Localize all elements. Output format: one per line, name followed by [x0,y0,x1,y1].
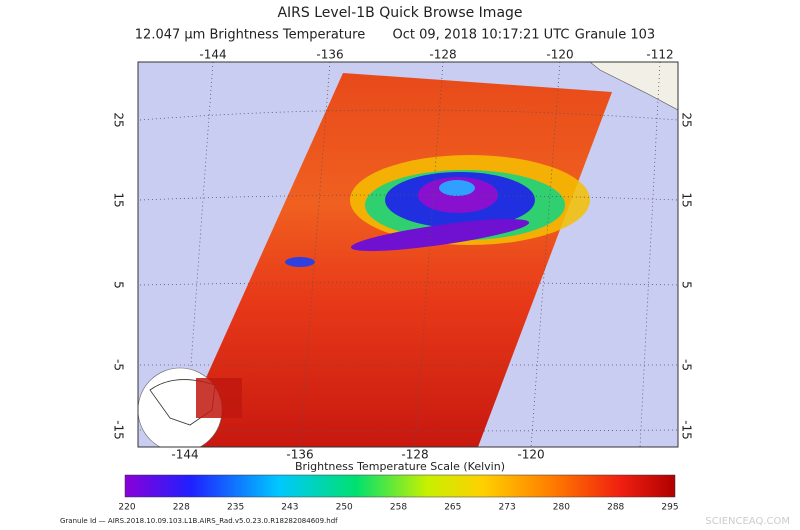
map-frame [137,61,679,448]
latitude-label: 25 [680,112,694,127]
map [138,62,678,447]
colorbar-tick-label: 273 [499,503,516,513]
colorbar-tick-label: 280 [553,503,570,513]
latitude-label: -15 [112,420,126,440]
longitude-label: -136 [316,48,343,62]
colorbar-tick-label: 258 [390,503,407,513]
watermark: SCIENCEAQ.COM [705,516,790,527]
granule-id: Granule Id — AIRS.2018.10.09.103.L1B.AIR… [60,517,338,525]
longitude-label: -112 [646,48,673,62]
longitude-label: -136 [286,448,313,462]
latitude-label: 5 [680,281,694,289]
latitude-label: -5 [112,359,126,371]
land [589,62,678,111]
longitude-label: -128 [401,448,428,462]
colorbar-tick-label: 228 [173,503,190,513]
colorbar [124,474,676,498]
latitude-label: 15 [680,192,694,207]
longitude-label: -128 [429,48,456,62]
latitude-label: -5 [680,359,694,371]
latitude-label: 25 [112,112,126,127]
subtitle: 12.047 μm Brightness Temperature [135,28,365,43]
inset-globe [138,367,242,447]
longitude-label: -144 [171,448,198,462]
colorbar-tick-label: 250 [336,503,353,513]
hurricane [285,155,590,267]
colorbar-tick-label: 295 [661,503,678,513]
latitude-label: -15 [680,420,694,440]
longitude-label: -144 [199,48,226,62]
colorbar-tick-label: 288 [607,503,624,513]
subtitle: Granule 103 [575,28,655,43]
colorbar-title: Brightness Temperature Scale (Kelvin) [295,460,505,473]
title: AIRS Level-1B Quick Browse Image [277,5,522,21]
colorbar-tick-label: 243 [281,503,298,513]
colorbar-tick-label: 235 [227,503,244,513]
subtitle: Oct 09, 2018 10:17:21 UTC [393,28,570,43]
latitude-label: 5 [112,281,126,289]
longitude-label: -120 [517,448,544,462]
colorbar-tick-label: 220 [118,503,135,513]
colorbar-tick-label: 265 [444,503,461,513]
graticule [139,62,678,447]
longitude-label: -120 [546,48,573,62]
latitude-label: 15 [112,192,126,207]
